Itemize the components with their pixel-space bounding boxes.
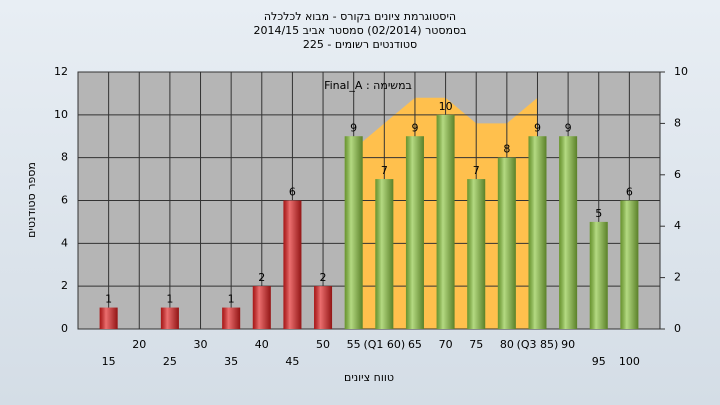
x-tick-label: 55 [347,338,361,351]
x-tick-label: 70 [439,338,453,351]
x-axis-title: טווח ציונים [344,371,394,384]
value-label: 6 [289,186,296,199]
x-tick-label: 50 [316,338,330,351]
x-tick-label: 25 [163,355,177,368]
y2-tick-label: 0 [674,322,681,335]
bar [314,286,333,329]
x-tick-label: 90 [561,338,575,351]
bar [589,221,608,329]
x-tick-label: (Q3 85) [517,338,559,351]
x-tick-label: 75 [469,338,483,351]
chart-subtitle: סטודנטים רשומים - 225 [303,38,417,51]
y2-tick-label: 6 [674,168,681,181]
bar [467,179,486,329]
bar [283,200,302,329]
bar [559,136,578,329]
value-label: 10 [439,100,453,113]
x-tick-label: 20 [132,338,146,351]
chart-subtitle: בסמסטר (02/2014) סמסטר אביב 2014/15 [253,24,466,37]
bar [620,200,639,329]
y2-tick-label: 2 [674,271,681,284]
value-label: 1 [105,293,112,306]
y2-tick-label: 8 [674,116,681,129]
y-tick-label: 0 [61,322,68,335]
bar [252,286,271,329]
y2-tick-label: 4 [674,219,681,232]
x-tick-label: 40 [255,338,269,351]
chart-title: היסטוגרמת ציונים בקורס - מבוא לכלכלה [264,10,456,23]
y2-tick-label: 10 [674,65,688,78]
x-tick-label: 45 [285,355,299,368]
annotation: Final_A : במשימה [324,79,412,92]
y-tick-label: 2 [61,279,68,292]
value-label: 2 [320,271,327,284]
bar [375,179,394,329]
x-tick-label: 30 [194,338,208,351]
y-tick-label: 6 [61,194,68,207]
value-label: 9 [411,121,418,134]
value-label: 5 [595,207,602,220]
value-label: 6 [626,186,633,199]
bar [528,136,547,329]
value-label: 1 [228,293,235,306]
bar [222,307,241,329]
x-tick-label: 100 [619,355,640,368]
value-label: 7 [473,164,480,177]
value-label: 9 [350,121,357,134]
value-label: 9 [534,121,541,134]
x-tick-label: (Q1 60) [363,338,405,351]
x-tick-label: 35 [224,355,238,368]
y-axis-title: מספר סטודנטים [25,162,38,238]
y-tick-label: 8 [61,151,68,164]
x-tick-label: 15 [102,355,116,368]
y-tick-label: 10 [54,108,68,121]
bar [405,136,424,329]
value-label: 2 [258,271,265,284]
y-tick-label: 12 [54,65,68,78]
x-tick-label: 80 [500,338,514,351]
value-label: 8 [503,143,510,156]
x-tick-label: 65 [408,338,422,351]
bar [160,307,179,329]
bar [436,114,455,329]
bar [497,157,516,329]
y-tick-label: 4 [61,236,68,249]
value-label: 9 [565,121,572,134]
value-label: 1 [166,293,173,306]
bar [99,307,118,329]
value-label: 7 [381,164,388,177]
x-tick-label: 95 [592,355,606,368]
bar [344,136,363,329]
